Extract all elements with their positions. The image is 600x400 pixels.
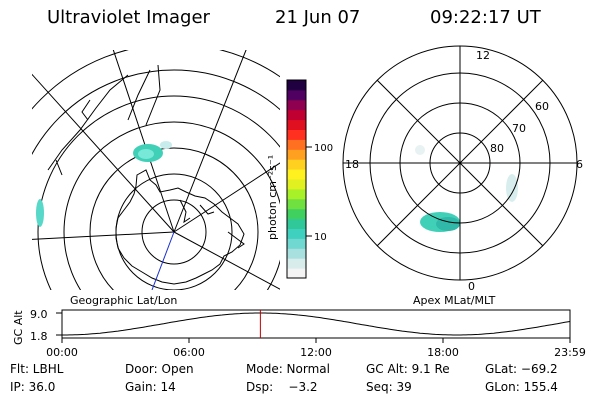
altitude-curve — [62, 312, 571, 336]
time-tick-label: 00:00 — [46, 346, 78, 359]
mag-map-title: Apex MLat/MLT — [413, 294, 496, 307]
time-tick-label: 18:00 — [427, 346, 459, 359]
colorbar-segment — [287, 228, 306, 239]
alt-tick-top: 9.0 — [30, 308, 48, 321]
colorbar-segment — [287, 89, 306, 101]
mode-info: Mode: Normal — [246, 362, 330, 376]
colorbar-segment — [287, 80, 306, 91]
colorbar-label: photon cm⁻²s⁻¹ — [266, 155, 279, 240]
date-label: 21 Jun 07 — [275, 7, 360, 28]
colorbar-segment — [287, 208, 306, 220]
mlt-label-0: 0 — [468, 280, 475, 293]
antarctica-coastline — [115, 169, 245, 285]
colorbar-segment — [287, 169, 306, 180]
colorbar-segment — [287, 99, 306, 111]
time-label: 09:22:17 UT — [430, 7, 542, 28]
glat-info: GLat: −69.2 — [485, 362, 558, 376]
aurora-emission-geo — [36, 141, 172, 227]
colorbar-segment — [287, 119, 306, 130]
colorbar-segment — [287, 129, 306, 140]
time-tick-label: 23:59 — [554, 346, 586, 359]
colorbar-segment — [287, 268, 306, 279]
colorbar-segment — [287, 258, 306, 269]
time-tick-label: 12:00 — [300, 346, 332, 359]
colorbar: 100 10 photon cm⁻²s⁻¹ — [266, 79, 333, 279]
mlat-label-80: 80 — [490, 142, 504, 155]
colorbar-segment — [287, 218, 306, 229]
colorbar-segment — [287, 238, 306, 249]
mlt-label-12: 12 — [476, 49, 490, 62]
colorbar-segment — [287, 139, 306, 150]
geographic-map — [32, 50, 280, 290]
gain-info: Gain: 14 — [125, 380, 176, 394]
instrument-title: Ultraviolet Imager — [47, 7, 211, 28]
dsp-info: Dsp: −3.2 — [246, 380, 318, 394]
mlt-label-6: 6 — [576, 158, 583, 171]
colorbar-segment — [287, 179, 306, 190]
mlt-label-18: 18 — [345, 158, 359, 171]
glon-info: GLon: 155.4 — [485, 380, 558, 394]
colorbar-segment — [287, 248, 306, 259]
colorbar-segment — [287, 159, 306, 170]
mlat-label-60: 60 — [535, 100, 549, 113]
gc-alt-info: GC Alt: 9.1 Re — [366, 362, 450, 376]
seq-info: Seq: 39 — [366, 380, 412, 394]
colorbar-tick-10: 10 — [314, 232, 327, 243]
time-tick-label: 06:00 — [173, 346, 205, 359]
alt-tick-bottom: 1.8 — [30, 330, 48, 343]
alt-axis-label: GC Alt — [12, 310, 25, 345]
colorbar-tick-100: 100 — [314, 143, 333, 154]
colorbar-segment — [287, 149, 306, 160]
mlat-label-70: 70 — [512, 122, 526, 135]
filter-info: Flt: LBHL — [10, 362, 64, 376]
colorbar-segment — [287, 188, 306, 200]
door-info: Door: Open — [125, 362, 194, 376]
geo-map-title: Geographic Lat/Lon — [70, 294, 177, 307]
colorbar-segment — [287, 109, 306, 121]
orbit-altitude-plot: 9.0 1.8 GC Alt 00:00 06:00 12:00 18:00 23:59 — [12, 308, 586, 359]
ip-info: IP: 36.0 — [10, 380, 56, 394]
colorbar-segment — [287, 198, 306, 210]
magnetic-map: 12 18 6 0 60 70 80 — [342, 45, 583, 293]
